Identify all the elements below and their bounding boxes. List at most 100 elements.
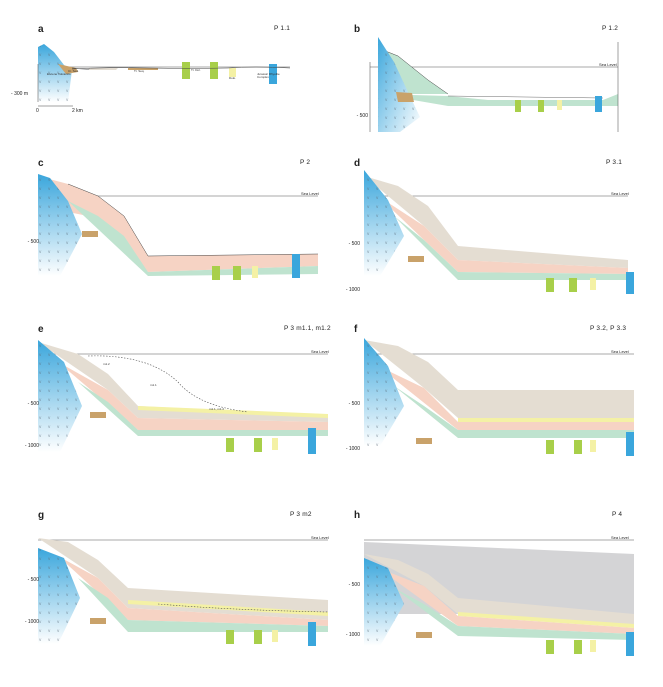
well-lime-2 xyxy=(233,266,241,280)
y-tick: - 1000 xyxy=(345,287,360,293)
scale-right: 2 km xyxy=(72,108,83,114)
panel-code: P 3 m2 xyxy=(290,511,312,518)
triassic-sequence xyxy=(128,68,158,70)
sea-level-label: Sea Level xyxy=(611,191,629,196)
sea-level-label: Sea Level xyxy=(611,535,629,540)
green-unit xyxy=(68,201,318,276)
panel-label: e xyxy=(38,324,44,335)
panel-code: P 3 m1.1, m1.2 xyxy=(284,325,331,332)
y-tick: - 500 xyxy=(27,239,39,245)
well-yellow-1 xyxy=(590,278,596,290)
tan-unit xyxy=(364,340,634,418)
well-lime-2 xyxy=(254,630,262,644)
annotation: m1.1, m1.2 xyxy=(209,407,225,411)
panel-c: c P 2 Sea Level - 500 xyxy=(28,156,348,316)
cretaceous-sediment xyxy=(58,64,78,74)
well-lime-2 xyxy=(569,278,577,292)
panel-label: c xyxy=(38,158,44,169)
well-blue-1 xyxy=(626,632,634,656)
pink-unit xyxy=(58,556,328,626)
panel-e: e P 3 m1.1, m1.2 Sea Level m1.2 m1.1 m1.… xyxy=(25,322,348,482)
well-lime-1 xyxy=(546,278,554,292)
pink-unit xyxy=(378,366,634,430)
yellow-unit xyxy=(138,406,328,418)
yellow-unit xyxy=(458,418,634,422)
cross-section-a: v xyxy=(37,44,291,107)
well-lime-2 xyxy=(574,440,582,454)
well-lime-1 xyxy=(212,266,220,280)
annotation: Tr. Seq. xyxy=(134,69,145,73)
panel-code: P 3.1 xyxy=(606,159,623,166)
panel-label: h xyxy=(354,510,361,521)
y-tick: - 500 xyxy=(356,113,368,119)
y-tick: - 1000 xyxy=(24,443,39,449)
panel-a: a P 1.1 v - 300 m 0 2 km Eocene Vo xyxy=(11,22,348,182)
annotation: Cr. Sed. xyxy=(68,69,79,73)
y-tick: - 300 m xyxy=(11,91,28,97)
annotation: Eocene Volcanics xyxy=(47,72,71,76)
annotation: Jurassic Rhyolite Complex xyxy=(257,72,280,80)
green-unit xyxy=(378,94,618,106)
green-unit xyxy=(394,386,634,438)
cross-section-e xyxy=(38,340,328,454)
yellow-unit xyxy=(458,612,634,628)
panel-b: b P 1.2 Sea Level - 500 xyxy=(338,22,658,182)
panel-label: g xyxy=(38,510,45,521)
cross-section-h xyxy=(364,539,634,656)
green-unit xyxy=(78,382,328,436)
well-blue-1 xyxy=(626,272,634,294)
sea-level-label: Sea Level xyxy=(311,349,329,354)
well-yellow-1 xyxy=(229,68,236,77)
scale-left: 0 xyxy=(36,108,39,114)
y-tick: - 500 xyxy=(27,577,39,583)
sea-level-label: Sea Level xyxy=(611,349,629,354)
well-blue-1 xyxy=(308,622,316,646)
well-yellow-1 xyxy=(272,630,278,642)
well-lime-1 xyxy=(226,630,234,644)
y-tick: - 1000 xyxy=(345,632,360,638)
panel-code: P 1.1 xyxy=(274,25,291,32)
tan-unit xyxy=(38,538,328,620)
sea-level-label: Sea Level xyxy=(311,535,329,540)
panel-code: P 2 xyxy=(300,159,311,166)
annotation: Tr. Dol. xyxy=(191,68,201,72)
well-lime-1 xyxy=(546,640,554,654)
y-tick: - 1000 xyxy=(24,619,39,625)
yellow-unit xyxy=(128,600,328,616)
y-tick: - 500 xyxy=(348,241,360,247)
well-yellow-1 xyxy=(590,440,596,452)
annotation: Dolo. xyxy=(229,76,237,80)
pink-unit xyxy=(58,362,328,430)
well-yellow-1 xyxy=(590,640,596,652)
well-blue-1 xyxy=(269,64,277,84)
cross-section-d xyxy=(364,170,634,294)
well-blue-1 xyxy=(595,96,602,112)
tan-unit xyxy=(364,554,634,626)
cross-section-f xyxy=(364,338,634,456)
cross-section-c xyxy=(38,174,319,280)
well-lime-2 xyxy=(210,62,218,79)
pink-unit xyxy=(378,568,634,634)
well-lime-1 xyxy=(515,100,521,112)
annotation: m1.1 xyxy=(150,383,157,387)
panel-code: P 1.2 xyxy=(602,25,619,32)
sea-level-label: Sea Level xyxy=(599,62,617,67)
panel-label: d xyxy=(354,158,361,169)
panel-code: P 4 xyxy=(612,511,623,518)
well-blue-1 xyxy=(308,428,316,454)
well-lime-2 xyxy=(538,100,544,112)
tan-unit xyxy=(364,176,628,268)
sea-level-label: Sea Level xyxy=(301,191,319,196)
y-tick: - 1000 xyxy=(345,446,360,452)
well-yellow-1 xyxy=(557,100,562,110)
well-lime-2 xyxy=(574,640,582,654)
cross-section-g xyxy=(38,538,329,646)
well-lime-2 xyxy=(254,438,262,452)
y-tick: - 500 xyxy=(27,401,39,407)
green-unit xyxy=(78,578,328,632)
well-yellow-1 xyxy=(252,266,258,278)
panel-f: f P 3.2, P 3.3 Sea Level - 500 - 1000 xyxy=(338,322,658,482)
green-unit xyxy=(394,588,634,640)
panel-label: f xyxy=(354,324,358,335)
pink-unit xyxy=(378,196,628,274)
